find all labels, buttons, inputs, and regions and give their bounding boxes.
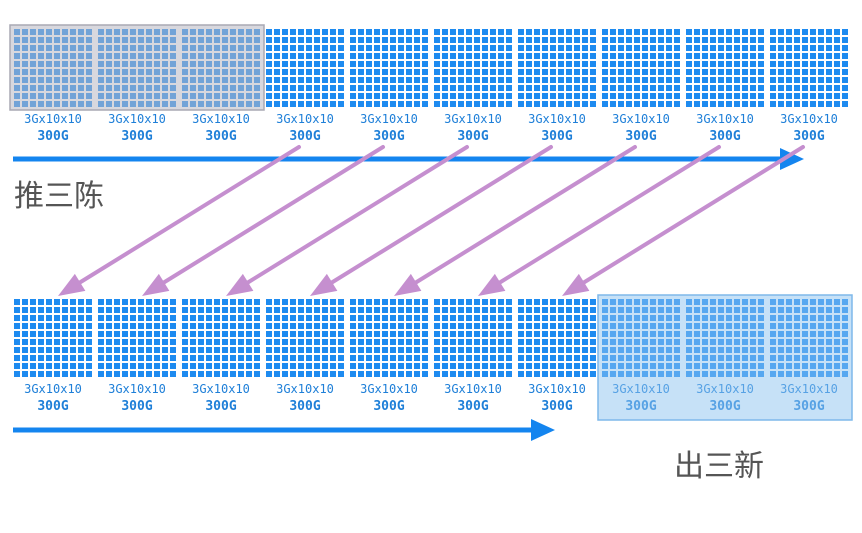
migration-arrow — [310, 145, 553, 296]
block-size-label: 300G — [121, 129, 152, 144]
block-size-label: 300G — [457, 399, 488, 414]
block-capacity-label: 3Gx10x10 — [444, 382, 502, 396]
block-cell-grid — [518, 29, 596, 107]
storage-block: 3Gx10x10 300G — [770, 29, 848, 144]
block-size-label: 300G — [541, 399, 572, 414]
storage-block: 3Gx10x10 300G — [14, 299, 92, 414]
block-size-label: 300G — [121, 399, 152, 414]
block-capacity-label: 3Gx10x10 — [276, 382, 334, 396]
block-cell-grid — [602, 29, 680, 107]
block-capacity-label: 3Gx10x10 — [108, 112, 166, 126]
block-size-label: 300G — [289, 399, 320, 414]
migration-arrows — [58, 145, 805, 296]
flow-arrows — [13, 148, 804, 441]
migration-arrow — [562, 145, 805, 296]
push-old-caption: 推三陈 — [14, 179, 104, 214]
bottom-flow-arrow — [13, 419, 555, 441]
storage-block: 3Gx10x10 300G — [602, 29, 680, 144]
block-capacity-label: 3Gx10x10 — [780, 112, 838, 126]
top-block-row: 3Gx10x10300G3Gx10x10300G3Gx10x10300G3Gx1… — [9, 24, 848, 144]
block-size-label: 300G — [373, 399, 404, 414]
storage-block: 3Gx10x10 300G — [350, 29, 428, 144]
block-size-label: 300G — [541, 129, 572, 144]
storage-block: 3Gx10x10 300G — [518, 299, 596, 414]
block-cell-grid — [14, 299, 92, 377]
block-cell-grid — [266, 29, 344, 107]
block-cell-grid — [266, 299, 344, 377]
block-cell-grid — [98, 299, 176, 377]
block-capacity-label: 3Gx10x10 — [360, 112, 418, 126]
storage-block: 3Gx10x10 300G — [518, 29, 596, 144]
migration-arrow — [394, 145, 637, 296]
block-capacity-label: 3Gx10x10 — [360, 382, 418, 396]
storage-block: 3Gx10x10 300G — [266, 29, 344, 144]
block-size-label: 300G — [205, 399, 236, 414]
block-size-label: 300G — [373, 129, 404, 144]
block-cell-grid — [182, 299, 260, 377]
block-cell-grid — [518, 299, 596, 377]
block-size-label: 300G — [37, 399, 68, 414]
block-capacity-label: 3Gx10x10 — [444, 112, 502, 126]
storage-block: 3Gx10x10 300G — [182, 299, 260, 414]
block-size-label: 300G — [457, 129, 488, 144]
storage-block: 3Gx10x10 300G — [434, 29, 512, 144]
new-blocks-overlay — [597, 294, 853, 421]
block-cell-grid — [350, 299, 428, 377]
storage-block: 3Gx10x10 300G — [350, 299, 428, 414]
block-size-label: 300G — [625, 129, 656, 144]
storage-block: 3Gx10x10 300G — [434, 299, 512, 414]
block-capacity-label: 3Gx10x10 — [612, 112, 670, 126]
block-capacity-label: 3Gx10x10 — [192, 382, 250, 396]
block-cell-grid — [350, 29, 428, 107]
block-capacity-label: 3Gx10x10 — [108, 382, 166, 396]
bottom-block-row: 3Gx10x10300G3Gx10x10300G3Gx10x10300G3Gx1… — [14, 294, 853, 421]
block-capacity-label: 3Gx10x10 — [24, 382, 82, 396]
block-capacity-label: 3Gx10x10 — [696, 112, 754, 126]
block-capacity-label: 3Gx10x10 — [528, 112, 586, 126]
storage-block: 3Gx10x10 300G — [266, 299, 344, 414]
block-size-label: 300G — [289, 129, 320, 144]
migration-arrow — [478, 145, 721, 296]
block-capacity-label: 3Gx10x10 — [192, 112, 250, 126]
block-cell-grid — [770, 29, 848, 107]
migration-arrow — [58, 145, 301, 296]
block-capacity-label: 3Gx10x10 — [24, 112, 82, 126]
block-size-label: 300G — [205, 129, 236, 144]
migration-arrow — [226, 145, 469, 296]
block-capacity-label: 3Gx10x10 — [528, 382, 586, 396]
migration-arrow — [142, 145, 385, 296]
block-size-label: 300G — [709, 129, 740, 144]
block-size-label: 300G — [37, 129, 68, 144]
retiring-blocks-overlay — [9, 24, 265, 111]
storage-block: 3Gx10x10 300G — [686, 29, 764, 144]
top-flow-arrow — [13, 148, 804, 170]
block-cell-grid — [686, 29, 764, 107]
bring-new-caption: 出三新 — [674, 449, 764, 484]
block-cell-grid — [434, 29, 512, 107]
block-cell-grid — [434, 299, 512, 377]
storage-block: 3Gx10x10 300G — [98, 299, 176, 414]
block-size-label: 300G — [793, 129, 824, 144]
block-capacity-label: 3Gx10x10 — [276, 112, 334, 126]
